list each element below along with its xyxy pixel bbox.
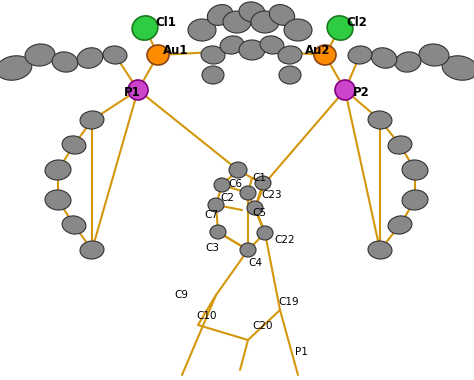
Text: P1: P1 <box>124 86 141 98</box>
Ellipse shape <box>368 241 392 259</box>
Ellipse shape <box>371 48 397 68</box>
Ellipse shape <box>442 56 474 80</box>
Ellipse shape <box>402 190 428 210</box>
Text: P2: P2 <box>353 86 370 98</box>
Ellipse shape <box>251 11 279 33</box>
Ellipse shape <box>388 216 412 234</box>
Ellipse shape <box>201 46 225 64</box>
Text: C6: C6 <box>228 179 242 189</box>
Text: C9: C9 <box>174 290 188 300</box>
Ellipse shape <box>223 11 251 33</box>
Ellipse shape <box>395 52 421 72</box>
Text: C22: C22 <box>274 235 295 245</box>
Ellipse shape <box>220 36 244 54</box>
Text: C20: C20 <box>252 321 273 331</box>
Ellipse shape <box>45 190 71 210</box>
Ellipse shape <box>207 5 233 25</box>
Ellipse shape <box>80 111 104 129</box>
Ellipse shape <box>210 225 226 239</box>
Ellipse shape <box>62 136 86 154</box>
Ellipse shape <box>52 52 78 72</box>
Ellipse shape <box>128 80 148 100</box>
Ellipse shape <box>77 48 103 68</box>
Ellipse shape <box>240 186 256 200</box>
Text: Au2: Au2 <box>305 43 330 57</box>
Text: C7: C7 <box>204 210 218 220</box>
Ellipse shape <box>348 46 372 64</box>
Ellipse shape <box>229 162 247 178</box>
Text: C4: C4 <box>248 258 262 268</box>
Ellipse shape <box>257 226 273 240</box>
Ellipse shape <box>45 160 71 180</box>
Ellipse shape <box>419 44 449 66</box>
Ellipse shape <box>239 40 265 60</box>
Ellipse shape <box>188 19 216 41</box>
Ellipse shape <box>278 46 302 64</box>
Ellipse shape <box>314 45 336 65</box>
Ellipse shape <box>255 176 271 190</box>
Ellipse shape <box>260 36 284 54</box>
Ellipse shape <box>269 5 295 25</box>
Text: C19: C19 <box>278 297 299 307</box>
Text: C3: C3 <box>205 243 219 253</box>
Text: Au1: Au1 <box>163 43 189 57</box>
Text: C5: C5 <box>252 208 266 218</box>
Text: C2: C2 <box>220 193 234 203</box>
Ellipse shape <box>388 136 412 154</box>
Ellipse shape <box>25 44 55 66</box>
Ellipse shape <box>62 216 86 234</box>
Ellipse shape <box>335 80 355 100</box>
Ellipse shape <box>402 160 428 180</box>
Ellipse shape <box>239 2 265 22</box>
Ellipse shape <box>132 16 158 40</box>
Ellipse shape <box>240 243 256 257</box>
Text: Cl1: Cl1 <box>155 16 176 28</box>
Ellipse shape <box>202 66 224 84</box>
Text: C23: C23 <box>261 190 282 200</box>
Ellipse shape <box>368 111 392 129</box>
Ellipse shape <box>103 46 127 64</box>
Ellipse shape <box>284 19 312 41</box>
Ellipse shape <box>247 201 263 215</box>
Text: C10: C10 <box>196 311 217 321</box>
Ellipse shape <box>327 16 353 40</box>
Ellipse shape <box>208 198 224 212</box>
Ellipse shape <box>0 56 32 80</box>
Text: C1: C1 <box>252 173 266 183</box>
Ellipse shape <box>80 241 104 259</box>
Ellipse shape <box>147 45 169 65</box>
Ellipse shape <box>279 66 301 84</box>
Ellipse shape <box>214 178 230 192</box>
Text: P1: P1 <box>295 347 308 357</box>
Text: Cl2: Cl2 <box>346 16 367 28</box>
